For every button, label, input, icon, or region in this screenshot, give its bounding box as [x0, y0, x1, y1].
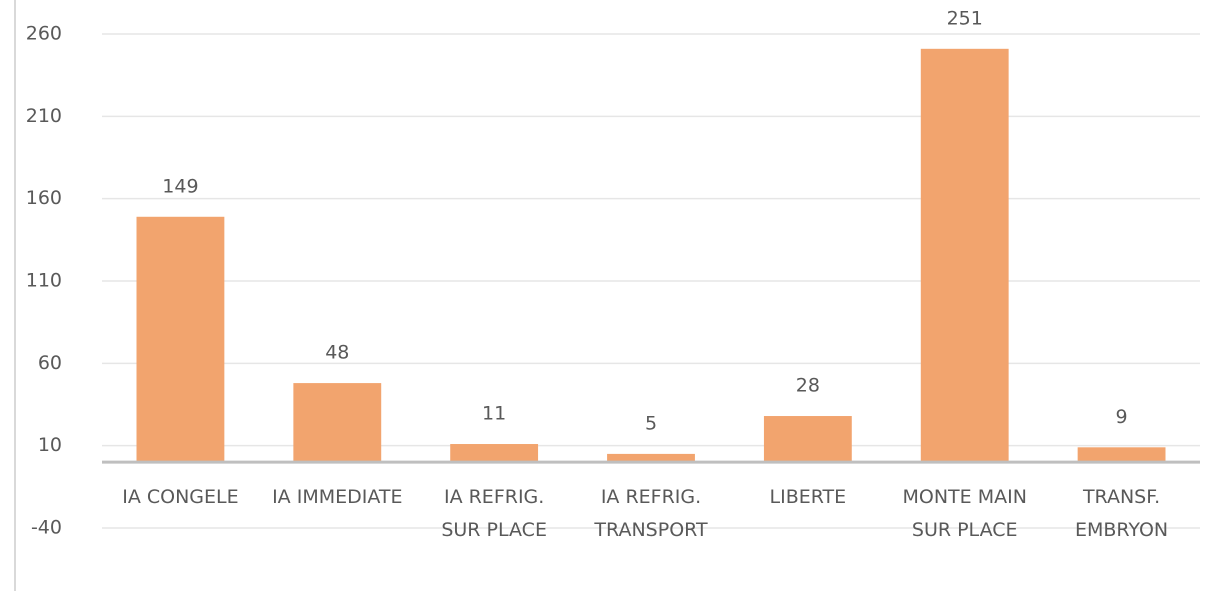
value-label: 149 — [162, 175, 198, 197]
y-tick-label: -40 — [31, 517, 62, 539]
x-tick-label: TRANSF. EMBRYON — [1074, 486, 1169, 542]
bar — [763, 416, 852, 463]
y-tick-label: 60 — [38, 352, 62, 374]
x-tick-label: IA REFRIG. TRANSPORT — [594, 486, 708, 542]
bar — [136, 216, 225, 463]
y-tick-label: 160 — [26, 187, 62, 209]
value-label: 48 — [325, 342, 349, 364]
x-tick-label: IA REFRIG. SUR PLACE — [441, 486, 547, 542]
value-label: 9 — [1116, 406, 1128, 428]
value-label: 11 — [482, 403, 506, 425]
value-label: 5 — [645, 412, 657, 434]
y-tick-label: 110 — [26, 270, 62, 292]
x-tick-label: MONTE MAIN SUR PLACE — [902, 486, 1027, 542]
y-tick-label: 10 — [38, 434, 62, 456]
bar — [293, 383, 382, 463]
x-tick-label: LIBERTE — [769, 486, 847, 509]
value-label: 251 — [947, 7, 983, 29]
y-tick-label: 210 — [26, 105, 62, 127]
bar — [1077, 447, 1166, 463]
x-tick-label: IA CONGELE — [122, 486, 239, 509]
bar — [607, 453, 695, 463]
value-label: 28 — [796, 375, 820, 397]
bar — [450, 444, 539, 463]
bar — [920, 48, 1009, 463]
y-tick-label: 260 — [26, 23, 62, 45]
x-tick-label: IA IMMEDIATE — [272, 486, 403, 509]
